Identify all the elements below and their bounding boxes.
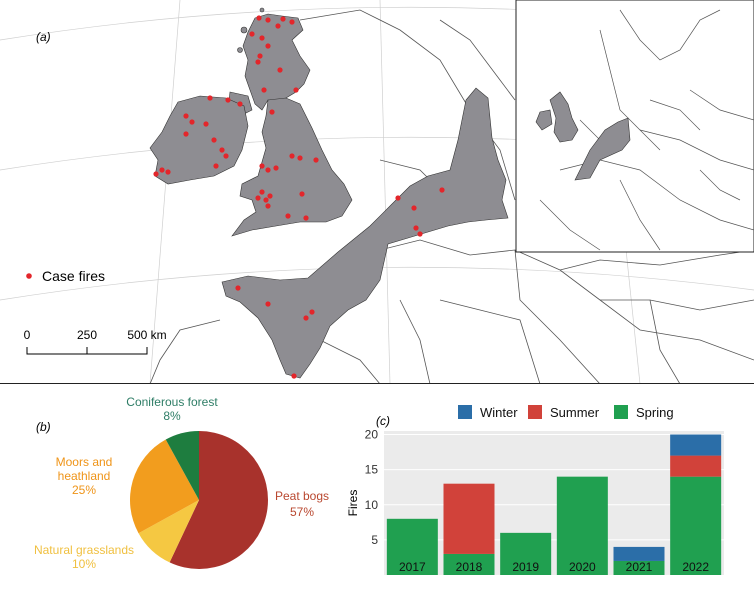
land-scotland xyxy=(242,13,311,111)
legend-swatch-winter xyxy=(458,405,472,419)
lower-panels: Coniferous forest 8% Moors and heathland… xyxy=(0,384,754,585)
inset-europe xyxy=(515,0,754,253)
bar-2022-summer xyxy=(670,455,722,477)
legend-fire-marker xyxy=(26,273,32,279)
panel-label-a: (a) xyxy=(36,30,51,44)
case-fire-points xyxy=(153,15,445,379)
bar-2022-winter xyxy=(670,434,722,456)
y-tick-label-15: 15 xyxy=(365,463,379,477)
bar-2018-spring xyxy=(443,553,495,575)
x-tick-label-2022: 2022 xyxy=(682,560,709,574)
scale-tick-0: 0 xyxy=(24,328,31,342)
pie-pct-natural-grasslands: 10% xyxy=(72,557,96,571)
bar-marks xyxy=(386,434,722,575)
bar-2017-spring xyxy=(386,518,438,575)
bar-2022-spring xyxy=(670,476,722,575)
legend-swatch-summer xyxy=(528,405,542,419)
y-tick-label-5: 5 xyxy=(371,533,378,547)
pie-label-moors-line2: heathland xyxy=(58,469,111,483)
x-tick-label-2019: 2019 xyxy=(512,560,539,574)
x-tick-label-2018: 2018 xyxy=(456,560,483,574)
lower-svg: Coniferous forest 8% Moors and heathland… xyxy=(34,395,724,575)
y-tick-label-10: 10 xyxy=(365,498,379,512)
panel-label-c: (c) xyxy=(376,414,390,428)
bar-gridlines xyxy=(384,434,724,541)
legend-swatch-spring xyxy=(614,405,628,419)
pie-slice-coniferous-forest xyxy=(165,431,199,500)
bar-2018-summer xyxy=(443,483,495,554)
bar-x-ticks: 2017 2018 2019 2020 2021 2022 xyxy=(399,560,709,574)
x-tick-label-2021: 2021 xyxy=(626,560,653,574)
inset-frame xyxy=(515,0,754,253)
y-tick-label-20: 20 xyxy=(365,428,379,442)
x-tick-label-2017: 2017 xyxy=(399,560,426,574)
stacked-bar-chart: 5 10 15 20 2017 2018 2019 2020 2021 2022 Fires xyxy=(346,428,724,575)
bar-2020-spring xyxy=(556,476,608,575)
land-ireland xyxy=(149,95,249,185)
study-area-map: Case fires 0 250 500 km (a) xyxy=(0,0,754,385)
pie-labels: Coniferous forest 8% Moors and heathland… xyxy=(34,395,329,571)
pie-label-moors-line1: Moors and xyxy=(56,455,113,469)
scale-tick-250: 250 xyxy=(77,328,97,342)
bar-legend: Winter Summer Spring xyxy=(458,405,674,420)
pie-label-peat-bogs: Peat bogs xyxy=(275,489,329,503)
panel-label-b: (b) xyxy=(36,420,51,434)
scale-tick-500: 500 km xyxy=(127,328,166,342)
pie-slice-peat-bogs xyxy=(169,431,269,569)
pie-pct-coniferous-forest: 8% xyxy=(163,409,181,423)
legend-label-summer: Summer xyxy=(550,405,600,420)
legend-label-winter: Winter xyxy=(480,405,518,420)
pie-slice-natural-grasslands xyxy=(138,500,199,563)
pie-pct-moors: 25% xyxy=(72,483,96,497)
pie-label-natural-grasslands: Natural grasslands xyxy=(34,543,134,557)
plot-background xyxy=(384,431,724,575)
pie-slice-moors-and-heathland xyxy=(130,439,199,534)
map-svg: Case fires 0 250 500 km xyxy=(0,0,754,385)
legend-label-spring: Spring xyxy=(636,405,674,420)
bar-y-ticks: 5 10 15 20 xyxy=(365,428,379,547)
legend-case-fires-label: Case fires xyxy=(42,268,105,284)
pie-chart xyxy=(130,431,269,569)
bar-2019-spring xyxy=(500,532,552,575)
country-borders xyxy=(149,9,754,385)
pie-label-coniferous-forest: Coniferous forest xyxy=(126,395,218,409)
bar-2021-winter xyxy=(613,546,665,561)
land-england-wales xyxy=(231,97,353,237)
x-tick-label-2020: 2020 xyxy=(569,560,596,574)
study-land xyxy=(149,7,509,379)
y-axis-label: Fires xyxy=(346,490,360,517)
scale-bar xyxy=(26,347,148,355)
bar-2021-spring xyxy=(613,560,665,575)
pie-pct-peat-bogs: 57% xyxy=(290,505,314,519)
